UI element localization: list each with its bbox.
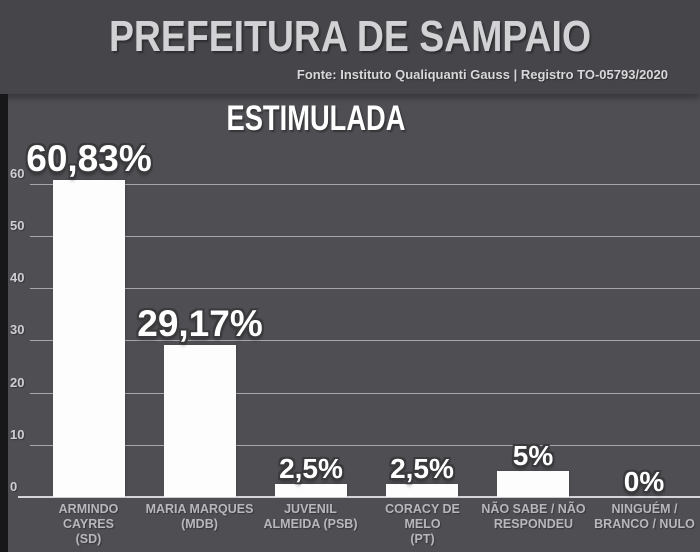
y-axis-tick-60: 60 bbox=[10, 166, 25, 181]
value-label-coracy-de-melo-pt: 2,5% bbox=[390, 452, 454, 484]
category-label-line: (SD) bbox=[75, 532, 102, 546]
value-label-nao-sabe-nao-respondeu: 5% bbox=[512, 439, 554, 471]
gridline-10 bbox=[30, 445, 700, 446]
y-axis-tick-50: 50 bbox=[10, 218, 25, 233]
category-label-line: CORACY DE MELO bbox=[385, 502, 460, 531]
header-banner: PREFEITURA DE SAMPAIO Fonte: Instituto Q… bbox=[0, 0, 700, 94]
category-label-line: ARMINDO CAYRES bbox=[58, 502, 119, 531]
gridline-60 bbox=[30, 184, 700, 185]
value-label-armindo-cayres-sd: 60,83% bbox=[26, 138, 152, 180]
category-label-maria-marques-mdb: MARIA MARQUES (MDB) bbox=[144, 502, 255, 532]
bar-coracy-de-melo-pt bbox=[386, 484, 458, 497]
x-axis-line bbox=[18, 496, 700, 498]
value-label-maria-marques-mdb: 29,17% bbox=[137, 303, 263, 345]
category-label-line: BRANCO / NULO bbox=[594, 517, 695, 531]
y-axis-tick-0: 0 bbox=[10, 479, 18, 494]
category-label-ninguem-branco-nulo: NINGUÉM / BRANCO / NULO bbox=[589, 502, 700, 532]
category-label-line: ALMEIDA (PSB) bbox=[263, 517, 358, 531]
page-title: PREFEITURA DE SAMPAIO bbox=[108, 12, 592, 61]
category-label-line: JUVENIL bbox=[284, 502, 337, 516]
category-label-line: (MDB) bbox=[181, 517, 218, 531]
gridline-20 bbox=[30, 393, 700, 394]
y-axis-tick-30: 30 bbox=[10, 322, 25, 337]
source-registration-text: Fonte: Instituto Qualiquanti Gauss | Reg… bbox=[296, 67, 668, 82]
value-label-ninguem-branco-nulo: 0% bbox=[623, 465, 665, 497]
bar-nao-sabe-nao-respondeu bbox=[497, 471, 569, 497]
gridline-40 bbox=[30, 288, 700, 289]
chart-title: ESTIMULADA bbox=[226, 99, 406, 138]
gridline-50 bbox=[30, 236, 700, 237]
bar-armindo-cayres-sd bbox=[53, 180, 125, 497]
category-label-line: (PT) bbox=[410, 532, 435, 546]
y-axis-tick-40: 40 bbox=[10, 270, 25, 285]
category-label-armindo-cayres-sd: ARMINDO CAYRES (SD) bbox=[33, 502, 144, 547]
category-label-juvenil-almeida-psb: JUVENIL ALMEIDA (PSB) bbox=[255, 502, 366, 532]
bar-maria-marques-mdb bbox=[164, 345, 236, 497]
gridline-30 bbox=[30, 340, 700, 341]
category-label-line: MARIA MARQUES bbox=[145, 502, 254, 516]
category-label-coracy-de-melo-pt: CORACY DE MELO (PT) bbox=[367, 502, 478, 547]
y-axis-tick-20: 20 bbox=[10, 375, 25, 390]
category-label-line: NÃO SABE / NÃO bbox=[481, 502, 586, 516]
value-label-juvenil-almeida-psb: 2,5% bbox=[279, 452, 343, 484]
left-edge-strip bbox=[0, 94, 8, 552]
bar-juvenil-almeida-psb bbox=[275, 484, 347, 497]
category-label-line: RESPONDEU bbox=[493, 517, 574, 531]
category-label-line: NINGUÉM / bbox=[611, 502, 678, 516]
y-axis-tick-10: 10 bbox=[10, 427, 25, 442]
category-label-nao-sabe-nao-respondeu: NÃO SABE / NÃO RESPONDEU bbox=[478, 502, 589, 532]
